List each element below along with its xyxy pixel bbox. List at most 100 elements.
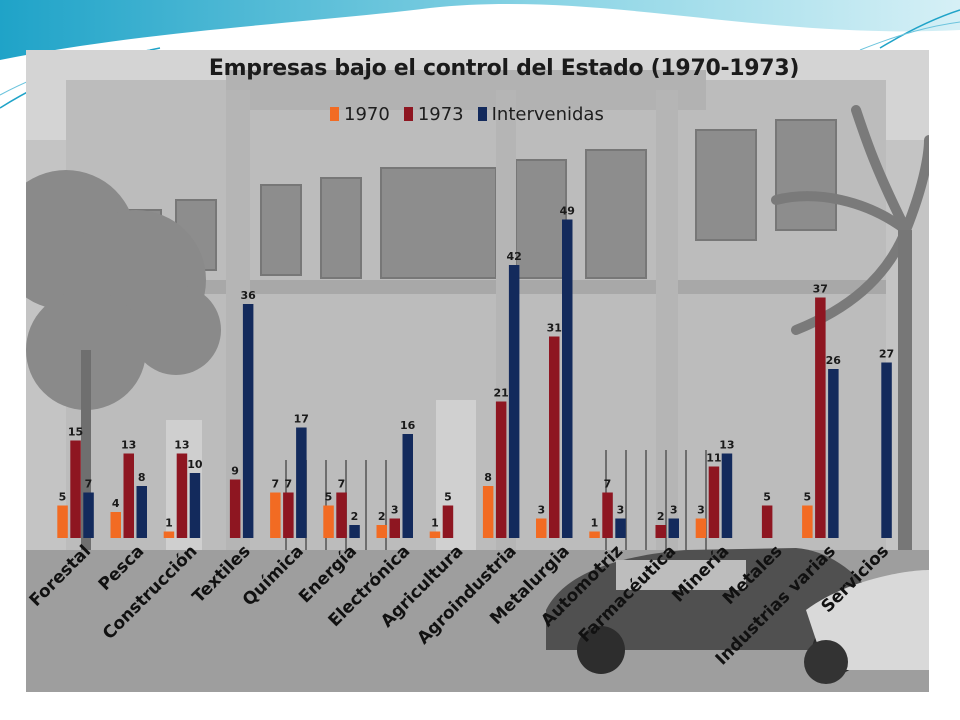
bar-intervenidas-pesca [136,486,147,538]
data-label-1973-electronica: 3 [391,504,399,517]
bar-1970-metalurgia [536,518,547,538]
bar-intervenidas-energia [349,525,360,538]
bar-1970-construccion [163,531,175,538]
bar-intervenidas-industrias-varias [828,369,839,538]
data-label-intervenidas-farmaceutica: 3 [670,504,678,517]
bar-intervenidas-textiles [242,304,254,538]
data-label-1973-forestal: 15 [68,426,83,439]
data-label-intervenidas-industrias-varias: 26 [826,354,842,367]
bar-1970-pesca [110,512,121,538]
data-label-intervenidas-pesca: 8 [138,471,146,484]
category-label-farmaceutica: Farmacéutica [575,541,680,646]
bar-intervenidas-construccion [189,473,201,538]
bar-intervenidas-quimica [296,427,307,538]
bar-1973-pesca [123,453,134,538]
legend-label-1973: 1973 [417,103,464,125]
bar-1970-energia [323,505,334,538]
data-label-intervenidas-mineria: 13 [719,439,734,452]
building-photo-illustration [26,50,929,692]
bar-1973-electronica [389,518,400,538]
bar-1970-industrias-varias [802,505,813,538]
bar-1973-industrias-varias [815,297,826,538]
bar-1970-mineria [695,518,707,538]
bar-intervenidas-servicios [881,362,892,538]
data-label-intervenidas-electronica: 16 [400,419,416,432]
legend-item-1970: 1970 [330,104,390,125]
data-label-1970-forestal: 5 [59,491,67,504]
legend-item-intervenidas: Intervenidas [477,103,604,125]
chart-legend: 1970 1973 Intervenidas [330,102,604,126]
data-label-1973-quimica: 7 [284,478,292,491]
legend-swatch-1973 [403,107,413,121]
data-label-1970-automotriz: 1 [591,517,599,530]
bar-1973-metalurgia [549,336,560,538]
bar-intervenidas-metalurgia [562,219,573,538]
bar-1970-electronica [376,525,387,538]
bar-intervenidas-mineria [721,453,733,538]
bar-intervenidas-electronica [402,434,413,538]
bar-1973-construccion [176,453,188,538]
data-label-1973-farmaceutica: 2 [657,510,665,523]
data-label-1970-energia: 5 [325,491,333,504]
data-label-1970-industrias-varias: 5 [803,491,811,504]
legend-item-1973: 1973 [403,103,464,125]
legend-swatch-intervenidas [477,107,487,121]
data-label-1973-energia: 7 [338,478,346,491]
bar-1973-energia [336,492,347,538]
data-label-intervenidas-servicios: 27 [879,348,894,361]
data-label-1970-metalurgia: 3 [537,504,545,517]
data-label-1973-pesca: 13 [121,439,136,452]
data-label-1973-industrias-varias: 37 [813,283,828,296]
bar-1970-quimica [270,492,281,538]
legend-label-intervenidas: Intervenidas [491,103,604,125]
bar-1973-metales [761,505,773,538]
bar-1973-forestal [70,440,81,538]
chart-title: Empresas bajo el control del Estado (197… [208,56,800,81]
data-label-1970-agricultura: 1 [431,517,439,530]
category-label-pesca: Pesca [95,541,149,595]
bar-intervenidas-forestal [83,492,94,538]
background-photo: Empresas bajo el control del Estado (197… [26,50,929,692]
data-label-1970-electronica: 2 [378,510,386,523]
bar-1973-agricultura [442,505,454,538]
bar-intervenidas-automotriz [615,518,626,538]
bar-1970-agricultura [429,531,441,538]
bar-intervenidas-agroindustria [508,265,520,538]
bar-1973-mineria [708,466,720,538]
data-label-intervenidas-construccion: 10 [187,458,203,471]
data-label-1970-pesca: 4 [112,497,120,510]
legend-swatch-1970 [330,107,339,121]
data-label-1973-textiles: 9 [231,465,239,478]
bar-1973-quimica [283,492,294,538]
bar-1973-agroindustria [495,401,507,538]
data-label-1973-agroindustria: 21 [493,387,508,400]
data-label-intervenidas-automotriz: 3 [617,504,625,517]
category-label-agroindustria: Agroindustria [413,541,520,648]
data-label-1973-automotriz: 7 [604,478,612,491]
data-label-1973-metalurgia: 31 [547,322,562,335]
bar-1973-automotriz [602,492,613,538]
bar-1973-farmaceutica [655,525,666,538]
data-label-1970-agroindustria: 8 [484,471,492,484]
data-label-1973-metales: 5 [763,491,771,504]
legend-label-1970: 1970 [344,103,390,125]
bar-1970-automotriz [589,531,600,538]
category-label-construccion: Construcción [99,541,201,643]
data-label-intervenidas-agroindustria: 42 [506,250,521,263]
bar-1973-textiles [229,479,241,538]
data-label-1970-quimica: 7 [271,478,279,491]
category-label-forestal: Forestal [26,541,95,610]
data-label-1973-agricultura: 5 [444,491,452,504]
bar-1970-forestal [57,505,68,538]
bar-intervenidas-farmaceutica [668,518,679,538]
bar-chart: 5157Forestal4138Pesca11310Construcción93… [26,205,894,670]
data-label-intervenidas-energia: 2 [351,510,359,523]
bar-1970-agroindustria [482,486,494,538]
data-label-intervenidas-metalurgia: 49 [560,205,575,218]
data-label-intervenidas-forestal: 7 [85,478,93,491]
data-label-intervenidas-textiles: 36 [240,289,256,302]
data-label-1973-mineria: 11 [706,452,721,465]
data-label-intervenidas-quimica: 17 [294,413,309,426]
data-label-1973-construccion: 13 [174,439,189,452]
data-label-1970-construccion: 1 [165,517,173,530]
